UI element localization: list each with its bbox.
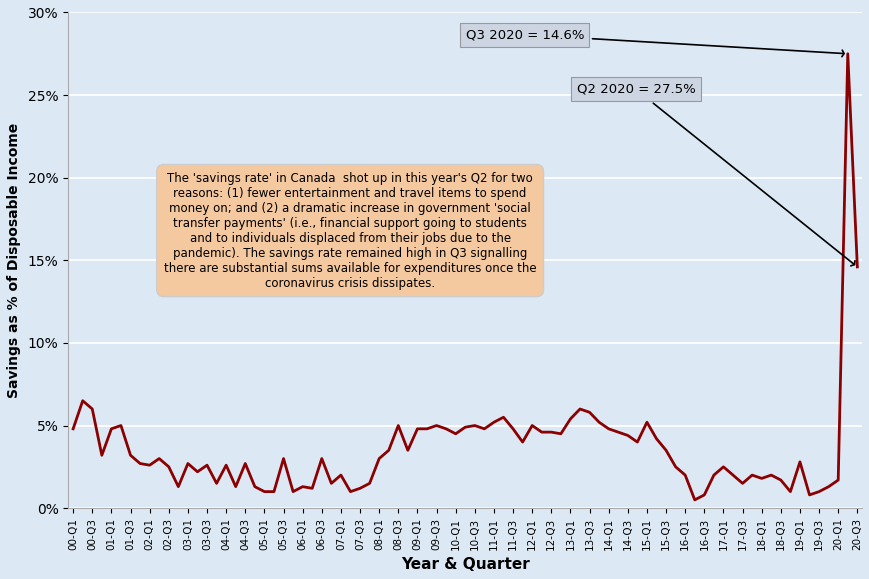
Text: The 'savings rate' in Canada  shot up in this year's Q2 for two
reasons: (1) few: The 'savings rate' in Canada shot up in … [163, 171, 536, 290]
Y-axis label: Savings as % of Disposable Income: Savings as % of Disposable Income [7, 123, 21, 398]
Text: Q3 2020 = 14.6%: Q3 2020 = 14.6% [465, 28, 843, 57]
X-axis label: Year & Quarter: Year & Quarter [401, 557, 529, 572]
Text: Q2 2020 = 27.5%: Q2 2020 = 27.5% [576, 83, 854, 266]
